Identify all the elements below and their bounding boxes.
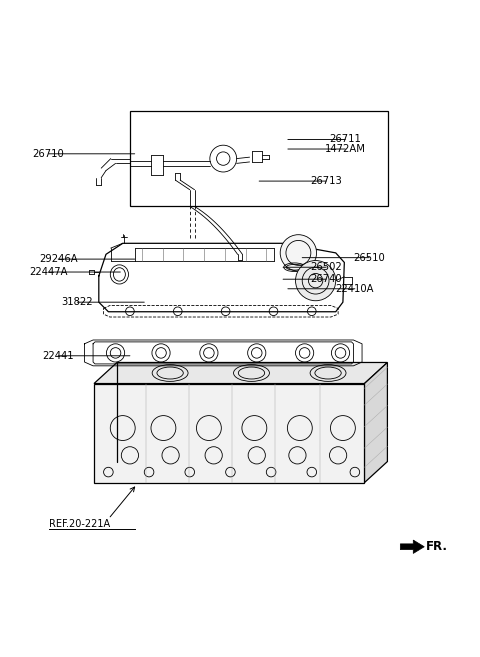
Text: 26713: 26713 (310, 176, 342, 186)
Text: 26711: 26711 (329, 135, 361, 145)
Text: REF.20-221A: REF.20-221A (48, 519, 110, 529)
Text: 31822: 31822 (61, 297, 93, 307)
Text: 29246A: 29246A (39, 254, 77, 264)
Polygon shape (364, 363, 387, 483)
Text: 22410A: 22410A (336, 284, 374, 294)
Text: 26510: 26510 (353, 253, 385, 263)
Polygon shape (94, 384, 364, 483)
Bar (130, 111, 388, 206)
Text: 26740: 26740 (311, 274, 342, 284)
Text: FR.: FR. (426, 540, 448, 553)
Text: 22441: 22441 (42, 351, 74, 361)
Polygon shape (94, 363, 387, 384)
Circle shape (296, 261, 336, 301)
Text: 26502: 26502 (310, 262, 342, 272)
Polygon shape (400, 540, 424, 553)
Text: 26710: 26710 (33, 148, 64, 159)
Text: 22447A: 22447A (29, 267, 68, 277)
Text: 1472AM: 1472AM (325, 144, 366, 154)
Circle shape (280, 235, 317, 271)
